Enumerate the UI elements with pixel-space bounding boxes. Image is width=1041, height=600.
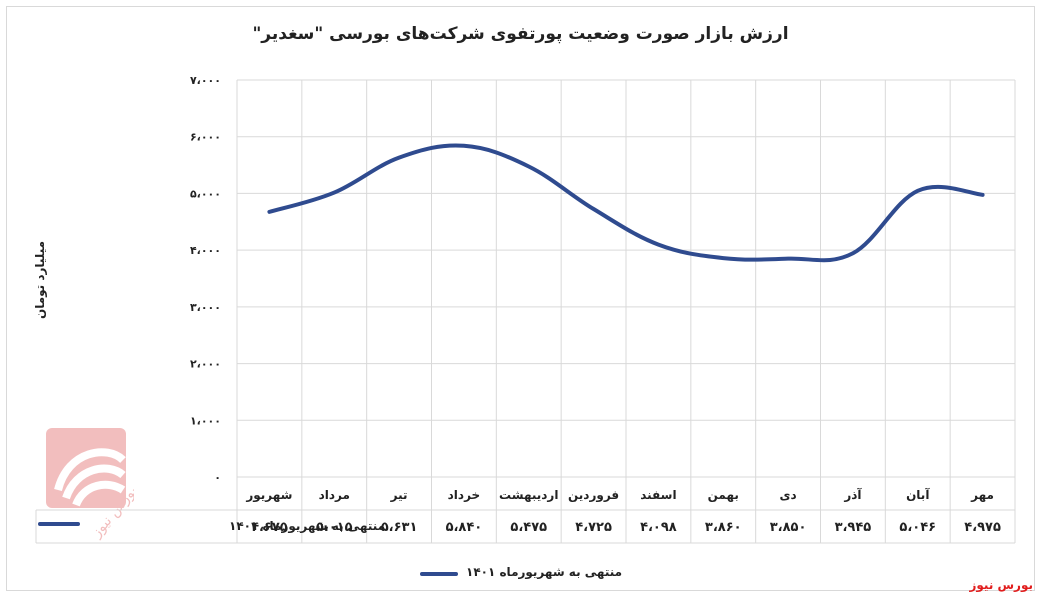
chart-title: ارزش بازار صورت وضعیت پورتفوی شرکت‌های ب… [252,24,789,44]
x-tick-label: اسفند [640,488,676,502]
watermark-logo: بورس نیوز [46,428,134,541]
y-tick-label: ۶،۰۰۰ [190,131,221,144]
x-tick-label: آبان [906,487,930,502]
legend-label: منتهی به شهریورماه ۱۴۰۱ [466,565,623,579]
y-tick-label: ۴،۰۰۰ [190,244,221,257]
x-tick-label: آذر [843,487,862,502]
data-label: ۵،۶۳۱ [381,520,418,535]
data-label: ۴،۹۷۵ [964,520,1001,535]
data-label: ۵،۰۴۶ [899,520,936,535]
data-label: ۳،۸۶۰ [705,520,742,535]
x-tick-label: دی [780,488,797,502]
y-tick-label: ۱،۰۰۰ [190,414,221,427]
table-series-name: منتهی به شهریورماه ۱۴۰۱ [229,519,385,534]
y-tick-label: ۳،۰۰۰ [190,301,221,314]
data-label: ۳،۸۵۰ [770,520,807,535]
data-label: ۵،۰۱۵ [316,520,353,535]
y-tick-label: ۲،۰۰۰ [190,358,221,371]
data-label: ۵،۴۷۵ [510,520,547,535]
y-tick-label: ۷،۰۰۰ [190,74,221,87]
y-tick-label: ۰ [214,471,221,484]
x-tick-label: تیر [390,488,408,502]
data-label: ۴،۶۷۵ [251,520,288,535]
x-tick-label: فروردین [568,488,619,503]
x-tick-label: اردیبهشت [499,488,558,502]
brand-label: بورس نیوز [969,578,1033,592]
legend: منتهی به شهریورماه ۱۴۰۱ [420,565,630,585]
series-line [267,143,985,263]
x-tick-label: شهریور [245,488,292,503]
x-tick-label: مهر [970,488,994,502]
chart-frame [6,6,1035,591]
data-table: مهر آبان آذر دی بهمن اسفند فروردین اردیبهشت خردا… [38,487,1001,535]
series-lines [267,143,985,263]
x-tick-label: بهمن [708,488,739,502]
grid-lines [35,79,1016,544]
data-label: ۳،۹۴۵ [835,520,872,535]
data-label: ۵،۸۴۰ [446,520,483,535]
data-label: ۴،۰۹۸ [640,520,677,535]
data-label: ۴،۷۲۵ [575,520,612,535]
legend-swatch [420,572,458,576]
y-tick-label: ۵،۰۰۰ [190,187,221,200]
y-tick-labels: ۰ ۱،۰۰۰ ۲،۰۰۰ ۳،۰۰۰ ۴،۰۰۰ ۵،۰۰۰ ۶،۰۰۰ ۷،۰۰۰ [190,74,221,484]
x-tick-label: خرداد [448,488,481,502]
x-tick-label: مرداد [319,488,350,502]
